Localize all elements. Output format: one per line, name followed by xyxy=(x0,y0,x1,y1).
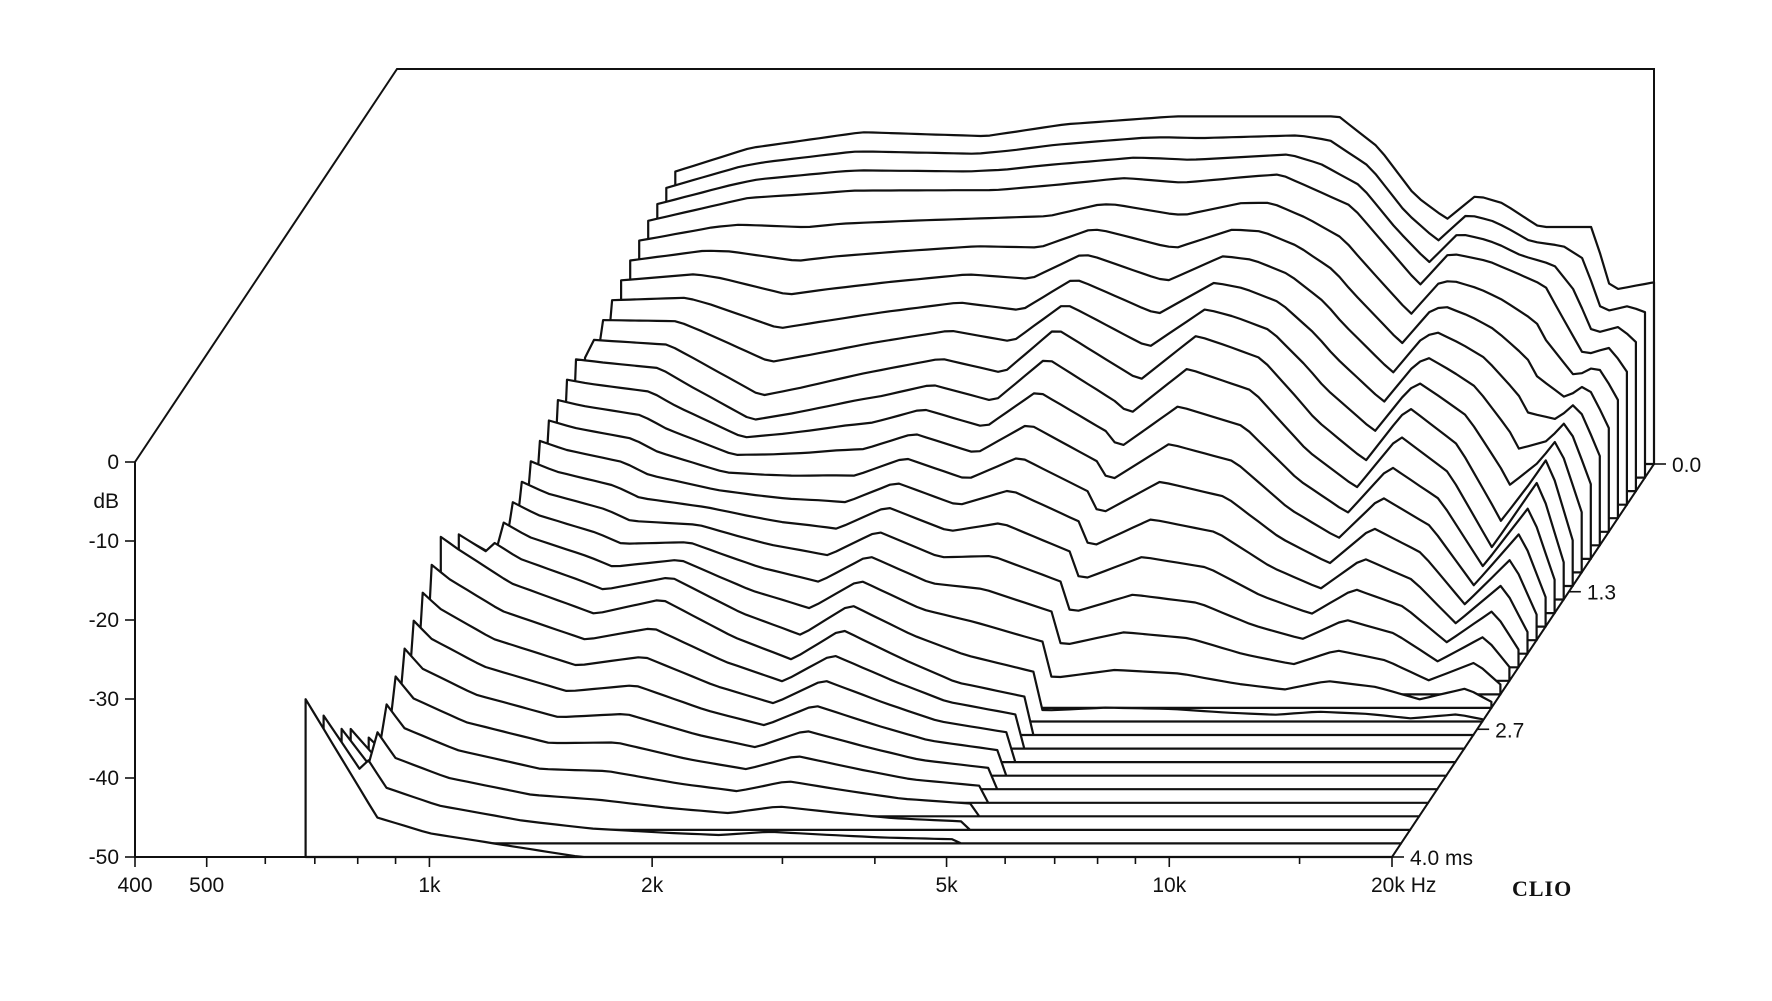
decay-slice xyxy=(367,675,1430,804)
freq-tick-label: 1k xyxy=(418,874,441,897)
freq-tick-label: 400 xyxy=(117,874,152,897)
freq-tick-label: 2k xyxy=(641,874,664,897)
axes xyxy=(125,461,1666,867)
db-tick-label: -30 xyxy=(89,688,119,711)
time-tick-label: 2.7 xyxy=(1495,719,1524,742)
time-tick-label: 4.0 ms xyxy=(1410,847,1473,870)
db-tick-label: -40 xyxy=(89,767,119,790)
db-tick-label: 0 xyxy=(107,451,119,474)
axis-labels: 0 -10 -20 -30 -40 -50 dB 400 500 1k 2k 5k 10k 20k Hz 0… xyxy=(89,451,1702,901)
decay-slices xyxy=(304,115,1656,859)
time-axis-line xyxy=(1391,463,1655,858)
freq-tick-label: 10k xyxy=(1152,874,1186,897)
db-tick-label: -20 xyxy=(89,609,119,632)
time-tick-label: 1.3 xyxy=(1587,582,1616,605)
decay-slice xyxy=(349,703,1421,818)
clio-brand-label: CLIO xyxy=(1512,876,1572,901)
freq-tick-label: 5k xyxy=(935,874,958,897)
decay-slice xyxy=(340,727,1412,832)
freq-tick-label: 500 xyxy=(189,874,224,897)
time-tick-label: 0.0 xyxy=(1672,454,1701,477)
db-axis-unit-label: dB xyxy=(93,490,119,513)
db-tick-label: -10 xyxy=(89,530,119,553)
decay-slice xyxy=(322,714,1403,845)
freq-tick-label: 20k Hz xyxy=(1371,874,1436,897)
db-tick-label: -50 xyxy=(89,846,119,869)
